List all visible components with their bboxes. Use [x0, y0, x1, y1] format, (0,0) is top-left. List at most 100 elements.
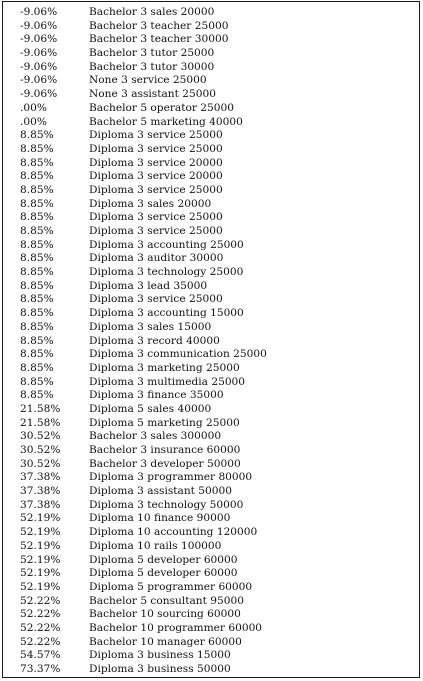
- record-description-cell: Diploma 3 accounting 15000: [89, 307, 244, 320]
- percent-change-cell: 52.19%: [20, 567, 61, 580]
- record-description-cell: Diploma 3 sales 20000: [89, 197, 212, 210]
- percent-change-cell: 8.85%: [20, 183, 54, 196]
- percent-change-cell: 52.22%: [20, 621, 61, 634]
- table-row: 30.52% Bachelor 3 developer 50000: [3, 458, 419, 472]
- record-description-cell: Diploma 3 marketing 25000: [89, 361, 240, 374]
- record-description-cell: Diploma 5 marketing 25000: [89, 416, 240, 429]
- record-description-cell: Diploma 3 service 25000: [89, 293, 223, 306]
- percent-change-cell: 8.85%: [20, 266, 54, 279]
- record-description-cell: Bachelor 10 programmer 60000: [89, 621, 263, 634]
- table-row: 52.19% Diploma 10 accounting 120000: [3, 526, 419, 540]
- table-row: 52.19% Diploma 5 developer 60000: [3, 554, 419, 568]
- table-row: 8.85% Diploma 3 auditor 30000: [3, 252, 419, 266]
- table-row: 8.85% Diploma 3 service 25000: [3, 225, 419, 239]
- table-row: 8.85% Diploma 3 service 25000: [3, 129, 419, 143]
- record-description-cell: Diploma 3 service 25000: [89, 225, 223, 237]
- record-description-cell: Bachelor 3 sales 20000: [89, 6, 215, 18]
- percent-change-cell: -9.06%: [20, 74, 58, 87]
- record-description-cell: Diploma 3 assistant 50000: [89, 485, 233, 498]
- percent-change-cell: 8.85%: [20, 320, 54, 333]
- table-row: 52.22% Bachelor 10 sourcing 60000: [3, 608, 419, 622]
- percent-change-cell: 37.38%: [20, 485, 61, 498]
- record-description-cell: Diploma 5 programmer 60000: [89, 580, 253, 593]
- record-description-cell: Bachelor 10 manager 60000: [89, 635, 242, 648]
- table-row: 8.85% Diploma 3 record 40000: [3, 335, 419, 349]
- percent-change-cell: 8.85%: [20, 279, 54, 292]
- table-row: 8.85% Diploma 3 service 20000: [3, 157, 419, 171]
- table-row: 8.85% Diploma 3 service 25000: [3, 143, 419, 157]
- table-row: 8.85% Diploma 3 sales 20000: [3, 198, 419, 212]
- table-row: 52.19% Diploma 5 programmer 60000: [3, 581, 419, 595]
- percent-change-cell: -9.06%: [20, 88, 58, 101]
- percent-change-cell: 8.85%: [20, 142, 54, 155]
- table-row: 73.37% Diploma 3 business 50000: [3, 663, 419, 677]
- record-description-cell: Diploma 3 service 20000: [89, 156, 223, 169]
- percent-change-cell: 8.85%: [20, 170, 54, 183]
- percent-change-cell: 52.22%: [20, 594, 61, 607]
- record-description-cell: Diploma 3 service 25000: [89, 211, 223, 224]
- table-row: 54.57% Diploma 3 business 15000: [3, 649, 419, 663]
- table-row: 52.19% Diploma 5 developer 60000: [3, 567, 419, 581]
- record-description-cell: None 3 service 25000: [89, 74, 207, 87]
- record-description-cell: Diploma 3 multimedia 25000: [89, 375, 246, 388]
- table-row: 8.85% Diploma 3 marketing 25000: [3, 362, 419, 376]
- percent-change-cell: 52.19%: [20, 553, 61, 566]
- percent-change-cell: 52.19%: [20, 526, 61, 539]
- percent-change-cell: -9.06%: [20, 19, 58, 32]
- table-row: 8.85% Diploma 3 service 25000: [3, 184, 419, 198]
- record-description-cell: Diploma 3 accounting 25000: [89, 238, 244, 251]
- table-row: -9.06% None 3 service 25000: [3, 74, 419, 88]
- table-row: .00% Bachelor 5 operator 25000: [3, 102, 419, 116]
- record-description-cell: Diploma 3 service 25000: [89, 129, 223, 142]
- table-row: 8.85% Diploma 3 multimedia 25000: [3, 376, 419, 390]
- record-description-cell: Diploma 3 lead 35000: [89, 279, 208, 292]
- record-description-cell: Diploma 5 sales 40000: [89, 402, 212, 415]
- record-description-cell: Diploma 5 developer 60000: [89, 567, 238, 580]
- table-row: 21.58% Diploma 5 sales 40000: [3, 403, 419, 417]
- record-description-cell: Diploma 3 technology 50000: [89, 498, 244, 511]
- table-row: 8.85% Diploma 3 technology 25000: [3, 266, 419, 280]
- table-row: -9.06% Bachelor 3 tutor 25000: [3, 47, 419, 61]
- percent-change-cell: 52.22%: [20, 635, 61, 648]
- percent-change-cell: 52.19%: [20, 512, 61, 525]
- table-row: .00% Bachelor 5 marketing 40000: [3, 116, 419, 130]
- percent-change-cell: 8.85%: [20, 225, 54, 237]
- percent-change-cell: 30.52%: [20, 430, 61, 443]
- percent-change-cell: -9.06%: [20, 6, 58, 18]
- table-row: 21.58% Diploma 5 marketing 25000: [3, 417, 419, 431]
- table-row: 52.19% Diploma 10 rails 100000: [3, 540, 419, 554]
- percent-change-cell: 8.85%: [20, 129, 54, 142]
- data-listing: -9.06% Bachelor 3 sales 20000 -9.06% Bachel…: [3, 6, 419, 677]
- table-row: 30.52% Bachelor 3 sales 300000: [3, 430, 419, 444]
- record-description-cell: Diploma 10 rails 100000: [89, 539, 222, 552]
- record-description-cell: Bachelor 3 tutor 30000: [89, 60, 215, 73]
- table-row: 37.38% Diploma 3 technology 50000: [3, 499, 419, 513]
- table-row: -9.06% Bachelor 3 teacher 25000: [3, 20, 419, 34]
- table-row: 8.85% Diploma 3 lead 35000: [3, 280, 419, 294]
- record-description-cell: Diploma 3 auditor 30000: [89, 252, 224, 265]
- table-row: 8.85% Diploma 3 accounting 15000: [3, 307, 419, 321]
- record-description-cell: Diploma 3 technology 25000: [89, 266, 244, 279]
- table-row: 8.85% Diploma 3 accounting 25000: [3, 239, 419, 253]
- record-description-cell: Bachelor 10 sourcing 60000: [89, 608, 241, 621]
- record-description-cell: Diploma 3 record 40000: [89, 334, 220, 347]
- record-description-cell: Diploma 3 business 15000: [89, 649, 231, 662]
- percent-change-cell: .00%: [20, 115, 47, 128]
- record-description-cell: Diploma 3 service 25000: [89, 142, 223, 155]
- percent-change-cell: 8.85%: [20, 307, 54, 320]
- percent-change-cell: 8.85%: [20, 197, 54, 210]
- record-description-cell: Bachelor 3 developer 50000: [89, 457, 241, 470]
- percent-change-cell: 54.57%: [20, 649, 61, 662]
- record-description-cell: Diploma 3 service 25000: [89, 183, 223, 196]
- record-description-cell: Diploma 3 communication 25000: [89, 348, 267, 361]
- table-row: -9.06% None 3 assistant 25000: [3, 88, 419, 102]
- percent-change-cell: -9.06%: [20, 33, 58, 46]
- table-row: 8.85% Diploma 3 service 25000: [3, 211, 419, 225]
- record-description-cell: Bachelor 3 tutor 25000: [89, 47, 215, 60]
- table-row: 37.38% Diploma 3 assistant 50000: [3, 485, 419, 499]
- table-row: 52.19% Diploma 10 finance 90000: [3, 512, 419, 526]
- record-description-cell: Bachelor 3 sales 300000: [89, 430, 222, 443]
- percent-change-cell: 37.38%: [20, 498, 61, 511]
- table-row: 8.85% Diploma 3 finance 35000: [3, 389, 419, 403]
